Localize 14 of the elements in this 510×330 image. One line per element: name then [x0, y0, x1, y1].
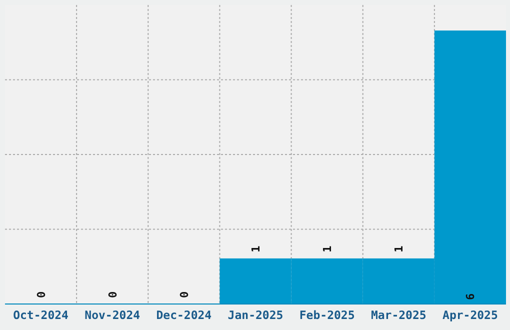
- data-label: 6: [464, 293, 478, 300]
- x-tick-label: Jan-2025: [228, 308, 284, 322]
- x-tick-label: Nov-2024: [84, 308, 140, 322]
- data-label: 1: [392, 245, 406, 252]
- data-label: 1: [321, 245, 334, 252]
- x-tick-label: Mar-2025: [370, 308, 426, 322]
- data-label: 1: [250, 245, 262, 252]
- x-tick-label: Feb-2025: [299, 308, 355, 322]
- data-label: 0: [34, 291, 48, 298]
- data-label: 0: [106, 291, 120, 298]
- x-tick-label: Dec-2024: [156, 308, 212, 322]
- x-tick-label: Apr-2025: [442, 308, 498, 322]
- data-label: 0: [178, 291, 191, 298]
- x-tick-label: Oct-2024: [13, 308, 69, 322]
